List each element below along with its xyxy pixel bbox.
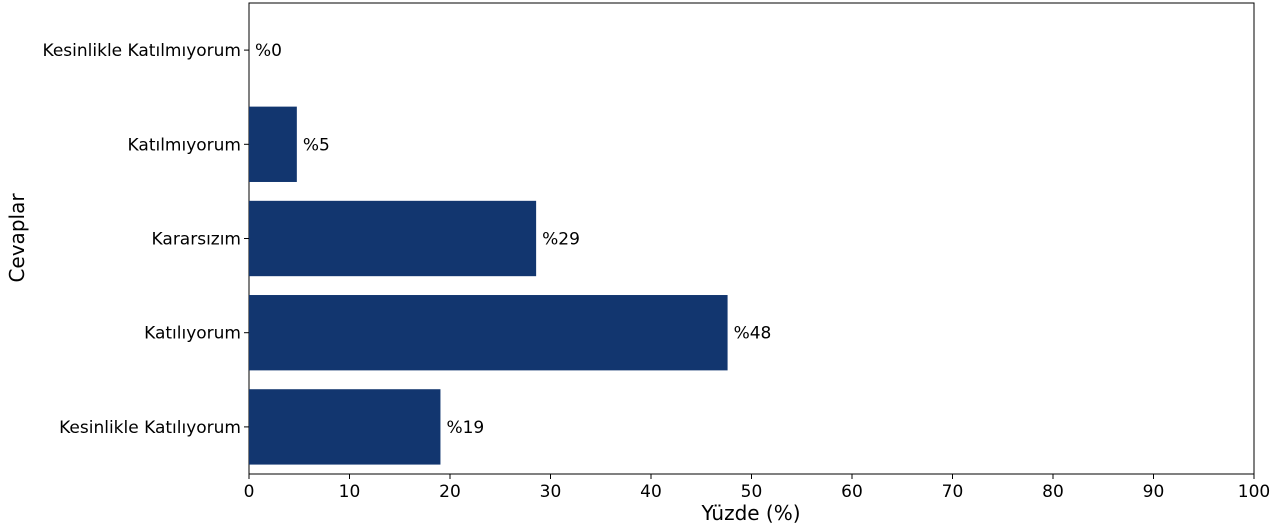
category-label-5: Kesinlikle Katılıyorum [59, 418, 241, 438]
bar-4 [249, 295, 728, 371]
x-tick-label-70: 70 [942, 482, 964, 502]
data-label-5: %19 [446, 418, 484, 438]
x-tick-label-20: 20 [439, 482, 461, 502]
bar-3 [249, 200, 537, 277]
bar-2 [249, 106, 297, 182]
data-label-3: %29 [542, 230, 580, 250]
x-tick-label-90: 90 [1143, 482, 1165, 502]
x-axis-title: Yüzde (%) [700, 501, 800, 525]
data-label-4: %48 [734, 324, 772, 344]
x-tick-label-100: 100 [1238, 482, 1270, 502]
x-tick-label-40: 40 [640, 482, 662, 502]
y-axis-title: Cevaplar [5, 193, 29, 283]
x-tick-label-10: 10 [339, 482, 361, 502]
category-label-1: Kesinlikle Katılmıyorum [43, 41, 241, 61]
x-axis: 0 10 20 30 40 50 60 70 80 90 100 [244, 474, 1270, 502]
category-label-2: Katılmıyorum [128, 135, 241, 155]
x-tick-label-50: 50 [741, 482, 763, 502]
x-tick-label-0: 0 [244, 482, 255, 502]
category-label-4: Katılıyorum [144, 324, 241, 344]
category-label-3: Kararsızım [152, 230, 241, 250]
y-axis: Kesinlikle Katılmıyorum Katılmıyorum Karar… [43, 41, 249, 438]
x-tick-label-60: 60 [841, 482, 863, 502]
bars [249, 106, 728, 465]
data-label-2: %5 [303, 135, 330, 155]
data-labels: %0 %5 %29 %48 %19 [255, 41, 771, 438]
data-label-1: %0 [255, 41, 282, 61]
x-tick-label-30: 30 [540, 482, 562, 502]
x-tick-label-80: 80 [1042, 482, 1064, 502]
bar-5 [249, 389, 441, 465]
